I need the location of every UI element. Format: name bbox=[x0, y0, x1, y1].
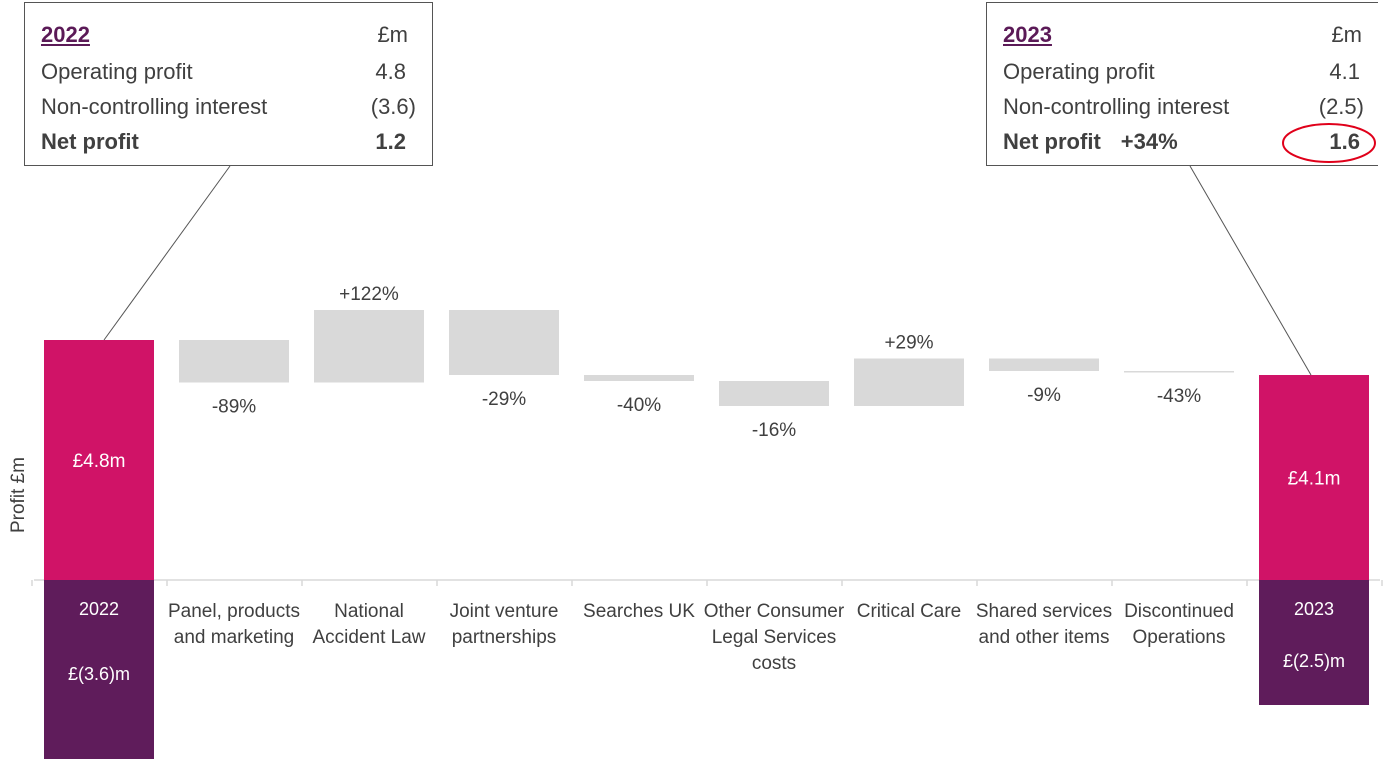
callout-2023-label: Net profit bbox=[1003, 129, 1101, 154]
bar-step-label: -16% bbox=[752, 420, 796, 441]
bar-step-label: -89% bbox=[212, 397, 256, 418]
category-label: Legal Services bbox=[712, 627, 837, 648]
category-label: Panel, products bbox=[168, 601, 300, 622]
category-label: and marketing bbox=[174, 627, 294, 648]
category-label: and other items bbox=[979, 627, 1110, 648]
callout-2022: 2022 £m Operating profit 4.8 Non-control… bbox=[24, 2, 433, 166]
bar-nci-2023 bbox=[1259, 580, 1369, 705]
callout-2022-value: (3.6) bbox=[370, 94, 416, 119]
bar-step-label: -29% bbox=[482, 389, 526, 410]
callout-2022-value: 4.8 bbox=[375, 59, 406, 84]
callout-2023: 2023 £m Operating profit 4.1 Non-control… bbox=[986, 2, 1378, 166]
category-label: partnerships bbox=[452, 627, 557, 648]
category-label: Discontinued bbox=[1124, 601, 1234, 622]
callout-2023-unit: £m bbox=[1331, 22, 1362, 47]
callout-2022-label: Non-controlling interest bbox=[41, 94, 268, 119]
nci-label-2023: £(2.5)m bbox=[1283, 651, 1345, 671]
bar-step bbox=[854, 358, 964, 406]
callout-2023-growth: +34% bbox=[1120, 129, 1178, 154]
y-axis-label: Profit £m bbox=[8, 456, 29, 534]
category-label-2023: 2023 bbox=[1294, 599, 1334, 619]
category-label: Joint venture bbox=[450, 601, 559, 622]
bar-step-label: -43% bbox=[1157, 386, 1201, 407]
callout-2023-value: 4.1 bbox=[1329, 59, 1360, 84]
callout-2022-label: Net profit bbox=[41, 129, 139, 154]
connector-2023 bbox=[1189, 165, 1312, 376]
callout-2023-label: Non-controlling interest bbox=[1003, 94, 1230, 119]
category-label: Searches UK bbox=[583, 601, 695, 622]
bar-step bbox=[179, 340, 289, 383]
bar-step bbox=[449, 310, 559, 375]
callout-2023-value: 1.6 bbox=[1329, 129, 1360, 154]
callout-2022-unit: £m bbox=[377, 22, 408, 47]
bar-step bbox=[584, 375, 694, 381]
nci-label-2022: £(3.6)m bbox=[68, 664, 130, 684]
bar-step-label: -9% bbox=[1027, 385, 1061, 406]
bar-total-2022 bbox=[44, 340, 154, 580]
bar-label-2022: £4.8m bbox=[73, 451, 126, 472]
bar-step bbox=[314, 310, 424, 383]
bar-step bbox=[1124, 371, 1234, 373]
callout-2022-year: 2022 bbox=[41, 22, 90, 47]
bar-step-label: -40% bbox=[617, 395, 661, 416]
connector-2022 bbox=[103, 165, 231, 341]
category-label: Other Consumer bbox=[704, 601, 845, 622]
callout-2023-value: (2.5) bbox=[1318, 94, 1364, 119]
callout-2023-year: 2023 bbox=[1003, 22, 1052, 47]
category-label: Accident Law bbox=[312, 627, 425, 648]
highlight-ellipse bbox=[1282, 123, 1376, 163]
callout-2022-value: 1.2 bbox=[375, 129, 406, 154]
category-label: National bbox=[334, 601, 404, 622]
callout-2022-label: Operating profit bbox=[41, 59, 193, 84]
bar-total-2023 bbox=[1259, 375, 1369, 580]
bar-step-label: +122% bbox=[339, 284, 399, 305]
category-label: Shared services bbox=[976, 601, 1112, 622]
category-label: Critical Care bbox=[857, 601, 962, 622]
bar-step bbox=[989, 358, 1099, 371]
bar-step-label: +29% bbox=[884, 333, 933, 354]
category-label: costs bbox=[752, 653, 796, 674]
category-label: Operations bbox=[1133, 627, 1226, 648]
bar-label-2023: £4.1m bbox=[1288, 469, 1341, 490]
callout-2023-label: Operating profit bbox=[1003, 59, 1155, 84]
bar-step bbox=[719, 381, 829, 406]
bar-nci-2022 bbox=[44, 580, 154, 759]
category-label-2022: 2022 bbox=[79, 599, 119, 619]
